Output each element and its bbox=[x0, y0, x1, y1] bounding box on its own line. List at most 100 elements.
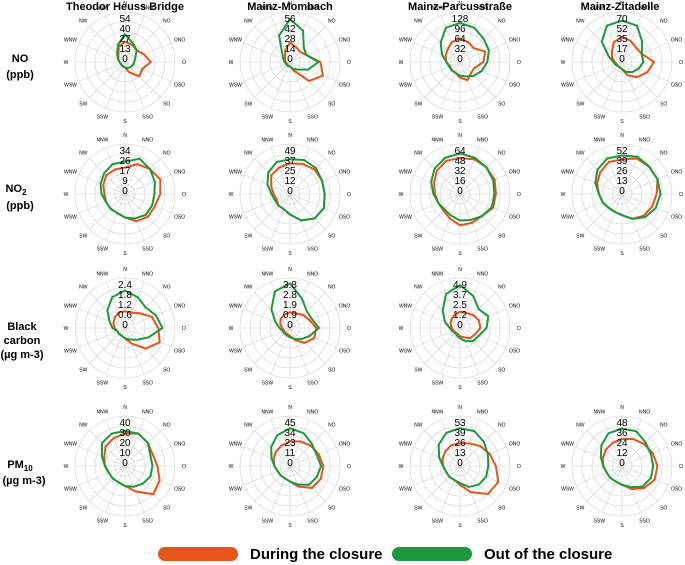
direction-label: SSW bbox=[262, 115, 274, 121]
direction-label: O bbox=[679, 192, 683, 198]
direction-label: SSW bbox=[594, 247, 606, 253]
direction-label: NO bbox=[660, 18, 668, 24]
series-out-of-closure bbox=[270, 427, 323, 486]
direction-label: NO bbox=[498, 150, 506, 156]
direction-label: W bbox=[399, 326, 404, 332]
grid-spoke bbox=[124, 446, 172, 467]
direction-label: WSW bbox=[561, 83, 574, 89]
direction-label: WSW bbox=[64, 215, 77, 221]
direction-label: O bbox=[182, 192, 186, 198]
grid-spoke bbox=[459, 465, 480, 513]
ring-value-label: 45 bbox=[284, 418, 296, 429]
grid-spoke bbox=[424, 26, 461, 63]
grid-spoke bbox=[124, 430, 161, 467]
ring-value-label: 16 bbox=[454, 176, 466, 187]
direction-label: WSW bbox=[229, 487, 242, 493]
series-during-closure bbox=[279, 311, 318, 344]
series-out-of-closure bbox=[430, 152, 496, 222]
ring-value-label: 17 bbox=[119, 166, 131, 177]
direction-label: N bbox=[620, 1, 624, 7]
direction-label: SSO bbox=[639, 115, 650, 121]
grid-spoke bbox=[575, 465, 623, 486]
direction-label: SO bbox=[328, 506, 335, 512]
direction-label: SSO bbox=[639, 519, 650, 525]
grid-spoke bbox=[105, 281, 126, 329]
direction-label: SSW bbox=[594, 115, 606, 121]
direction-label: OSO bbox=[671, 487, 682, 493]
direction-label: WNW bbox=[561, 169, 574, 175]
series-out-of-closure bbox=[600, 19, 645, 74]
direction-label: NW bbox=[414, 18, 423, 24]
direction-label: SSO bbox=[142, 247, 153, 253]
direction-label: WNW bbox=[561, 441, 574, 447]
grid-spoke bbox=[459, 281, 480, 329]
direction-label: WSW bbox=[229, 349, 242, 355]
direction-label: W bbox=[64, 192, 69, 198]
grid-spoke bbox=[440, 15, 461, 63]
grid-spoke bbox=[124, 147, 145, 195]
radar-chart: N NNO NO ONO O OSO SO SSO S SSW SW WSW W WNW NW NNW 7052… bbox=[561, 1, 683, 125]
grid-spoke bbox=[270, 147, 291, 195]
direction-label: W bbox=[561, 464, 566, 470]
grid-spoke bbox=[289, 281, 310, 329]
direction-label: SW bbox=[576, 506, 584, 512]
direction-label: SSO bbox=[307, 115, 318, 121]
grid-spoke bbox=[621, 158, 658, 195]
grid-spoke bbox=[621, 61, 642, 109]
ring-value-label: 11 bbox=[285, 448, 296, 459]
direction-label: S bbox=[123, 251, 127, 257]
ring-value-label: 10 bbox=[119, 448, 131, 459]
grid-spoke bbox=[459, 15, 480, 63]
grid-spoke bbox=[289, 465, 337, 486]
radar-chart: NNNONOONOOOSOSOSSOSSSWSWWSWWWNWNWNNW2.41… bbox=[64, 267, 186, 391]
ring-value-label: 39 bbox=[454, 428, 466, 439]
direction-label: NNO bbox=[477, 271, 488, 277]
grid-spoke bbox=[243, 308, 291, 329]
direction-label: NO bbox=[328, 18, 336, 24]
direction-label: NW bbox=[244, 284, 253, 290]
ring-value-label: 0 bbox=[457, 458, 463, 469]
grid-spoke bbox=[575, 61, 623, 82]
direction-label: O bbox=[182, 326, 186, 332]
ring-value-label: 0 bbox=[287, 186, 293, 197]
direction-label: O bbox=[679, 60, 683, 66]
grid-spoke bbox=[105, 15, 126, 63]
grid-spoke bbox=[459, 308, 507, 329]
direction-label: OSO bbox=[339, 349, 350, 355]
series-out-of-closure bbox=[100, 430, 154, 488]
direction-label: S bbox=[458, 119, 462, 125]
radar-chart: N NNO NO ONO O OSO SO SSO S SSW SW WSW W WNW NW NNW 5339… bbox=[399, 405, 521, 529]
row-label-pm10-main: PM bbox=[7, 459, 24, 471]
grid-spoke bbox=[254, 430, 291, 467]
direction-label: NNO bbox=[477, 5, 488, 11]
grid-spoke bbox=[413, 465, 461, 486]
direction-label: N bbox=[458, 1, 462, 7]
column-header: Theodor Heuss Bridge bbox=[66, 1, 184, 13]
direction-label: ONO bbox=[174, 37, 186, 43]
direction-label: WSW bbox=[561, 487, 574, 493]
direction-label: SO bbox=[498, 234, 505, 240]
direction-label: SW bbox=[576, 102, 584, 108]
ring-value-label: 9 bbox=[122, 176, 128, 187]
direction-label: SW bbox=[414, 102, 422, 108]
grid-spoke bbox=[89, 61, 126, 98]
ring-value-label: 42 bbox=[284, 24, 296, 35]
grid-spoke bbox=[89, 465, 126, 502]
direction-label: N bbox=[288, 133, 292, 139]
grid-spoke bbox=[459, 158, 496, 195]
direction-label: NNO bbox=[307, 5, 318, 11]
grid-spoke bbox=[243, 61, 291, 82]
grid-spoke bbox=[621, 193, 642, 241]
direction-label: SW bbox=[414, 506, 422, 512]
direction-label: NO bbox=[163, 18, 171, 24]
ring-value-label: 0 bbox=[122, 320, 128, 331]
ring-value-label: 40 bbox=[119, 24, 131, 35]
direction-label: O bbox=[679, 464, 683, 470]
grid-spoke bbox=[289, 26, 326, 63]
ring-value-label: 40 bbox=[119, 418, 131, 429]
ring-value-label: 12 bbox=[616, 448, 628, 459]
grid-spoke bbox=[289, 42, 337, 63]
direction-label: WSW bbox=[229, 215, 242, 221]
direction-label: SSW bbox=[432, 115, 444, 121]
ring-value-label: 14 bbox=[284, 44, 296, 55]
